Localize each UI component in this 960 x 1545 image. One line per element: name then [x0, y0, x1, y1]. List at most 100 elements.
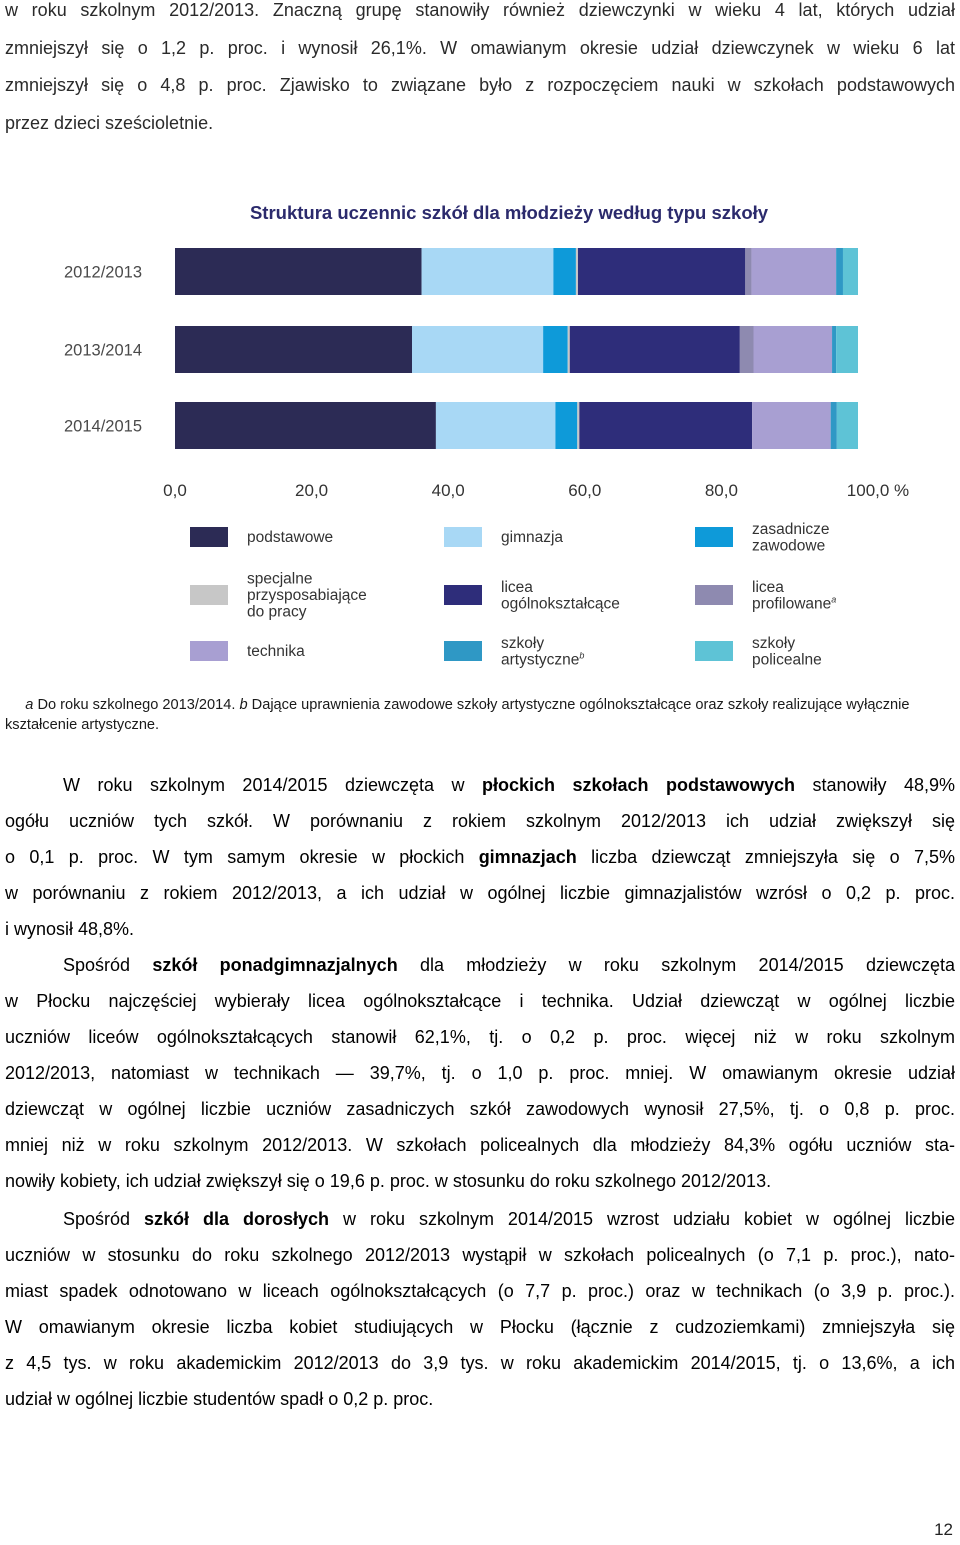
bar-segment	[739, 326, 754, 373]
bar-segment	[745, 248, 752, 295]
intro-line: zmniejszył się o 1,2 p. proc. i wynosił …	[5, 37, 955, 58]
text-line: ogółu uczniów tych szkół. W porównaniu z…	[5, 811, 955, 831]
legend-label: specjalne	[247, 571, 313, 588]
bar-segment	[569, 326, 740, 373]
x-tick-label: 40,0	[432, 481, 465, 500]
legend-label: szkoły	[752, 635, 795, 652]
text-line: uczniów w stosunku do roku szkolnego 201…	[5, 1245, 955, 1265]
text-line: z 4,5 tys. w roku akademickim 2012/2013 …	[5, 1353, 955, 1373]
bar-segment	[832, 326, 837, 373]
text-line: uczniów liceów ogólnokształcących stanow…	[5, 1027, 955, 1047]
text-line: W omawianym okresie liczba kobiet studiu…	[5, 1317, 955, 1337]
text-line: W roku szkolnym 2014/2015 dziewczęta w p…	[63, 775, 955, 795]
footnote-marker: b	[239, 697, 248, 713]
legend-label: technika	[247, 643, 305, 660]
text-line: Spośród szkół dla dorosłych w roku szkol…	[63, 1209, 956, 1229]
body-paragraph: Spośród szkół dla dorosłych w roku szkol…	[5, 1201, 955, 1417]
bar-segment	[751, 248, 837, 295]
bar-segment	[435, 402, 556, 449]
text-line: udział w ogólnej liczbie studentów spadł…	[5, 1389, 434, 1409]
bar-segment	[836, 402, 858, 449]
legend-label: ogólnokształcące	[501, 595, 620, 612]
text-line: o 0,1 p. proc. W tym samym okresie w pło…	[5, 847, 955, 867]
text-line: w Płocku najczęściej wybierały licea ogó…	[5, 991, 955, 1011]
legend-label: zasadnicze	[752, 521, 830, 538]
footnote-marker: a	[25, 697, 34, 713]
text-line: Spośród szkół ponadgimnazjalnych dla mło…	[63, 955, 955, 975]
x-tick-label: 80,0	[705, 481, 738, 500]
intro-paragraph: w roku szkolnym 2012/2013. Znaczną grupę…	[5, 0, 955, 143]
stacked-bar-chart: Struktura uczennic szkół dla młodzieży w…	[64, 202, 909, 668]
text-line: 2012/2013, natomiast w technikach — 39,7…	[5, 1063, 955, 1083]
bar-segment	[575, 248, 578, 295]
bar-segment	[836, 248, 843, 295]
bars-layer	[175, 248, 858, 449]
bar-segment	[555, 402, 578, 449]
bar-segment	[421, 248, 554, 295]
x-tick-label: 20,0	[295, 481, 328, 500]
bar-segment	[577, 248, 746, 295]
legend-footnote-marker: b	[579, 650, 584, 660]
legend-label: szkoły	[501, 635, 544, 652]
body-paragraph: Spośród szkół ponadgimnazjalnych dla mło…	[5, 947, 955, 1199]
legend-label: podstawowe	[247, 529, 333, 546]
text-line: i wynosił 48,8%.	[5, 919, 135, 939]
bar-segment	[830, 402, 837, 449]
text-line: miast spadek odnotowano w liceach ogólno…	[5, 1281, 955, 1301]
legend-label: licea	[501, 579, 533, 596]
footnote-text: Do roku szkolnego 2013/2014.	[33, 697, 240, 713]
legend-label: zawodowe	[752, 537, 825, 554]
bar-segment	[753, 326, 833, 373]
bar-segment	[543, 326, 568, 373]
category-labels: 2012/2013 2013/2014 2014/2015	[64, 264, 142, 436]
bar-segment	[752, 402, 831, 449]
bar-segment	[175, 248, 422, 295]
bar-segment	[553, 248, 576, 295]
bar-segment	[579, 402, 753, 449]
page-number: 12	[934, 1520, 953, 1539]
legend-swatch	[190, 527, 228, 547]
bar-segment	[567, 326, 570, 373]
legend-label: profilowanea	[752, 594, 836, 612]
x-tick-label: 100,0 %	[847, 481, 909, 500]
bar-segment	[577, 402, 580, 449]
legend-label: licea	[752, 579, 784, 596]
legend-footnote-marker: a	[831, 594, 836, 604]
x-tick-label: 60,0	[568, 481, 601, 500]
legend-label: artystyczneb	[501, 650, 584, 668]
legend-swatch	[444, 585, 482, 605]
text-line: dziewcząt w ogólnej liczbie uczniów zasa…	[5, 1099, 955, 1119]
legend-swatch	[190, 641, 228, 661]
legend-swatch	[444, 641, 482, 661]
text-line: nowiły kobiety, ich udział zwiększył się…	[5, 1171, 772, 1191]
bar-segment	[175, 402, 436, 449]
legend-swatch	[444, 527, 482, 547]
footnote-text: Dające uprawnienia zawodowe szkoły artys…	[5, 697, 910, 733]
text-line: mniej niż w roku szkolnym 2012/2013. W s…	[5, 1135, 955, 1155]
intro-line: zmniejszył się o 4,8 p. proc. Zjawisko t…	[5, 75, 955, 96]
bar-segment	[842, 248, 858, 295]
chart-title: Struktura uczennic szkół dla młodzieży w…	[250, 202, 769, 223]
body-paragraph: W roku szkolnym 2014/2015 dziewczęta w p…	[5, 767, 955, 947]
legend-label: przysposabiające	[247, 587, 367, 604]
x-axis-ticks: 0,0 20,0 40,0 60,0 80,0 100,0 %	[163, 481, 909, 500]
bar-segment	[412, 326, 544, 373]
bar-segment	[175, 326, 412, 373]
intro-line: przez dzieci sześcioletnie.	[5, 113, 214, 134]
chart-footnote: a Do roku szkolnego 2013/2014. b Dające …	[5, 695, 955, 735]
legend-swatch	[695, 585, 733, 605]
text-line: w porównaniu z rokiem 2012/2013, a ich u…	[5, 883, 955, 903]
category-label: 2012/2013	[64, 264, 142, 282]
intro-line: w roku szkolnym 2012/2013. Znaczną grupę…	[5, 0, 955, 20]
category-label: 2013/2014	[64, 342, 142, 360]
bar-segment	[836, 326, 858, 373]
legend-label: do pracy	[247, 604, 307, 621]
x-tick-label: 0,0	[163, 481, 187, 500]
legend-swatch	[190, 585, 228, 605]
legend-swatch	[695, 641, 733, 661]
legend-label: policealne	[752, 651, 822, 668]
legend-swatch	[695, 527, 733, 547]
legend-label: gimnazja	[501, 529, 563, 546]
category-label: 2014/2015	[64, 418, 142, 436]
